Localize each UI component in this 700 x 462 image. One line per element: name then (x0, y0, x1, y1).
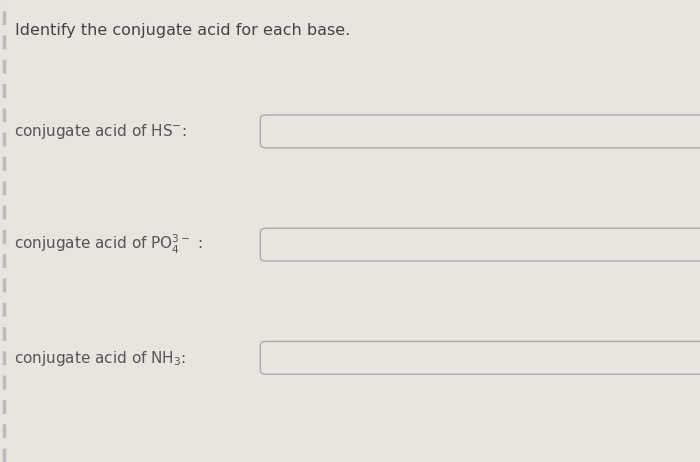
Text: Identify the conjugate acid for each base.: Identify the conjugate acid for each bas… (15, 23, 351, 37)
Text: conjugate acid of PO$_{4}^{3-}$ :: conjugate acid of PO$_{4}^{3-}$ : (14, 233, 202, 256)
FancyBboxPatch shape (260, 228, 700, 261)
FancyBboxPatch shape (260, 115, 700, 148)
Text: conjugate acid of HS$^{-}$:: conjugate acid of HS$^{-}$: (14, 122, 187, 141)
Text: conjugate acid of NH$_{3}$:: conjugate acid of NH$_{3}$: (14, 348, 186, 368)
FancyBboxPatch shape (260, 341, 700, 374)
